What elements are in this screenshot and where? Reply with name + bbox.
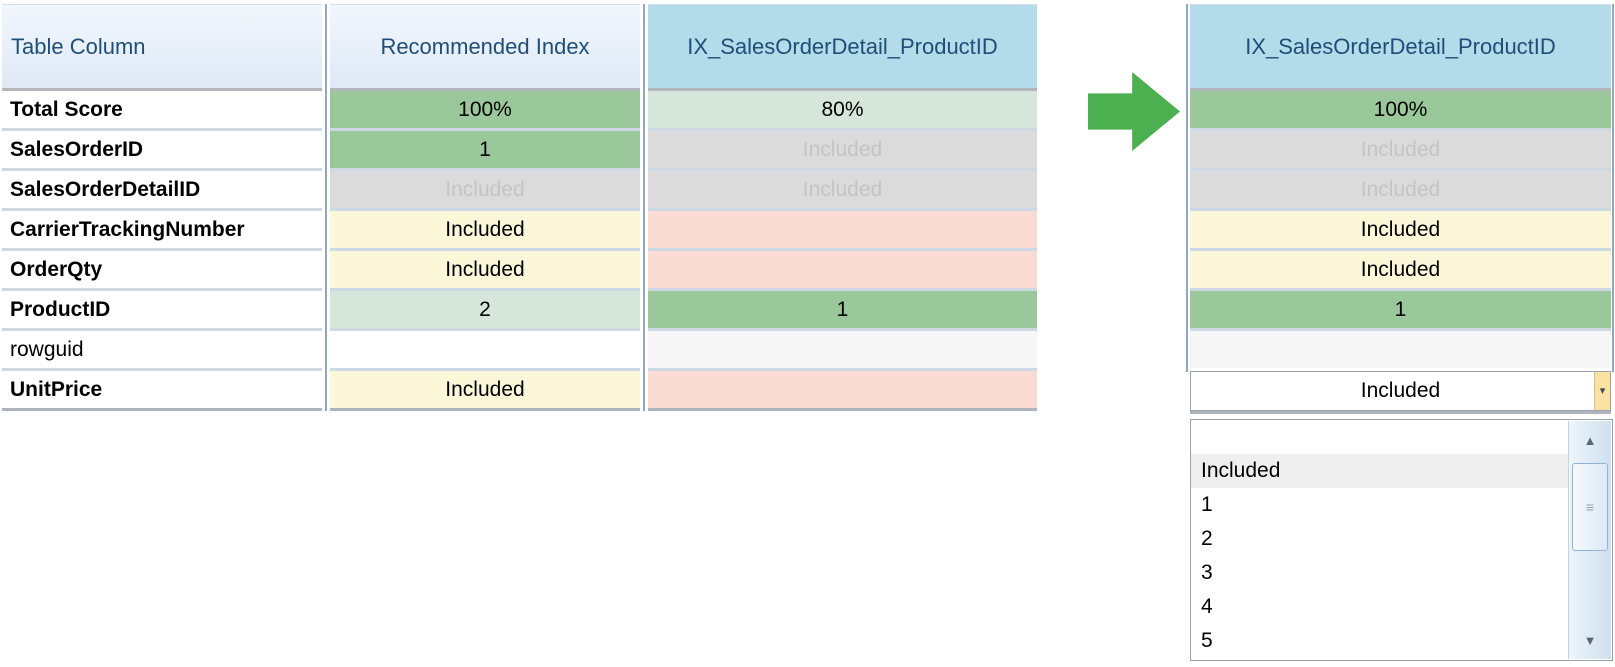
table-cell: 1 xyxy=(330,128,640,168)
table-cell: 2 xyxy=(330,288,640,328)
dropdown-option-1[interactable]: 1 xyxy=(1191,488,1570,522)
scroll-down-button[interactable]: ▼ xyxy=(1569,623,1611,657)
scrollbar-thumb[interactable]: ≡ xyxy=(1572,463,1608,551)
table-cell: 100% xyxy=(330,88,640,128)
table-cell[interactable]: 1 xyxy=(1190,288,1611,328)
table-cell xyxy=(648,328,1037,368)
cell-value-combobox[interactable]: Included ▾ xyxy=(1190,371,1611,411)
table-cell xyxy=(330,328,640,368)
left-table-name-column: Table Column Total Score SalesOrderID Sa… xyxy=(2,4,322,411)
table-cell[interactable] xyxy=(1190,328,1611,368)
table-cell: Included xyxy=(648,168,1037,208)
row-label-rowguid: rowguid xyxy=(2,328,322,368)
table-cell: Included xyxy=(330,248,640,288)
table-cell: Included xyxy=(648,128,1037,168)
dropdown-option-5[interactable]: 5 xyxy=(1191,624,1570,658)
table-cell xyxy=(648,368,1037,408)
column-divider xyxy=(1186,4,1188,372)
left-table-existing-index-column: IX_SalesOrderDetail_ProductID 80% Includ… xyxy=(648,4,1037,411)
row-label-salesorderdetailid: SalesOrderDetailID xyxy=(2,168,322,208)
column-divider xyxy=(325,4,327,411)
header-existing-index: IX_SalesOrderDetail_ProductID xyxy=(648,4,1037,88)
dropdown-option-blank[interactable] xyxy=(1191,420,1570,454)
scroll-up-icon: ▲ xyxy=(1583,432,1597,448)
table-cell[interactable]: Included xyxy=(1190,168,1611,208)
table-cell: 80% xyxy=(648,88,1037,128)
combobox-dropdown-button[interactable]: ▾ xyxy=(1594,372,1610,410)
table-cell: Included xyxy=(330,368,640,408)
dropdown-option-2[interactable]: 2 xyxy=(1191,522,1570,556)
row-label-salesorderid: SalesOrderID xyxy=(2,128,322,168)
table-cell: 1 xyxy=(648,288,1037,328)
dropdown-option-included[interactable]: Included xyxy=(1191,454,1570,488)
table-cell: Included xyxy=(330,208,640,248)
row-label-orderqty: OrderQty xyxy=(2,248,322,288)
dropdown-scrollbar[interactable]: ▲ ≡ ▼ xyxy=(1568,421,1611,659)
header-edited-index: IX_SalesOrderDetail_ProductID xyxy=(1190,4,1611,88)
table-cell: Included xyxy=(330,168,640,208)
row-label-unitprice: UnitPrice xyxy=(2,368,322,408)
table-cell xyxy=(648,248,1037,288)
right-table-index-column: IX_SalesOrderDetail_ProductID 100% Inclu… xyxy=(1190,4,1611,414)
flow-arrow-icon xyxy=(1088,72,1180,151)
scrollbar-grip-icon: ≡ xyxy=(1585,499,1595,515)
scroll-up-button[interactable]: ▲ xyxy=(1569,423,1611,457)
header-table-column: Table Column xyxy=(2,4,322,88)
left-table-recommended-column: Recommended Index 100% 1 Included Includ… xyxy=(330,4,640,411)
table-cell[interactable]: Included xyxy=(1190,128,1611,168)
column-divider xyxy=(643,4,645,411)
row-label-productid: ProductID xyxy=(2,288,322,328)
table-cell xyxy=(648,208,1037,248)
header-recommended-index: Recommended Index xyxy=(330,4,640,88)
dropdown-option-4[interactable]: 4 xyxy=(1191,590,1570,624)
dropdown-option-3[interactable]: 3 xyxy=(1191,556,1570,590)
table-cell[interactable]: 100% xyxy=(1190,88,1611,128)
combobox-dropdown-list: Included 1 2 3 4 5 ▲ ≡ ▼ xyxy=(1190,419,1613,661)
table-cell[interactable]: Included xyxy=(1190,208,1611,248)
column-divider xyxy=(1612,4,1614,372)
chevron-down-icon: ▾ xyxy=(1599,385,1606,397)
row-label-total-score: Total Score xyxy=(2,88,322,128)
combobox-value: Included xyxy=(1360,379,1441,402)
row-label-carriertrackingnumber: CarrierTrackingNumber xyxy=(2,208,322,248)
table-cell[interactable]: Included xyxy=(1190,248,1611,288)
scroll-down-icon: ▼ xyxy=(1583,632,1597,648)
